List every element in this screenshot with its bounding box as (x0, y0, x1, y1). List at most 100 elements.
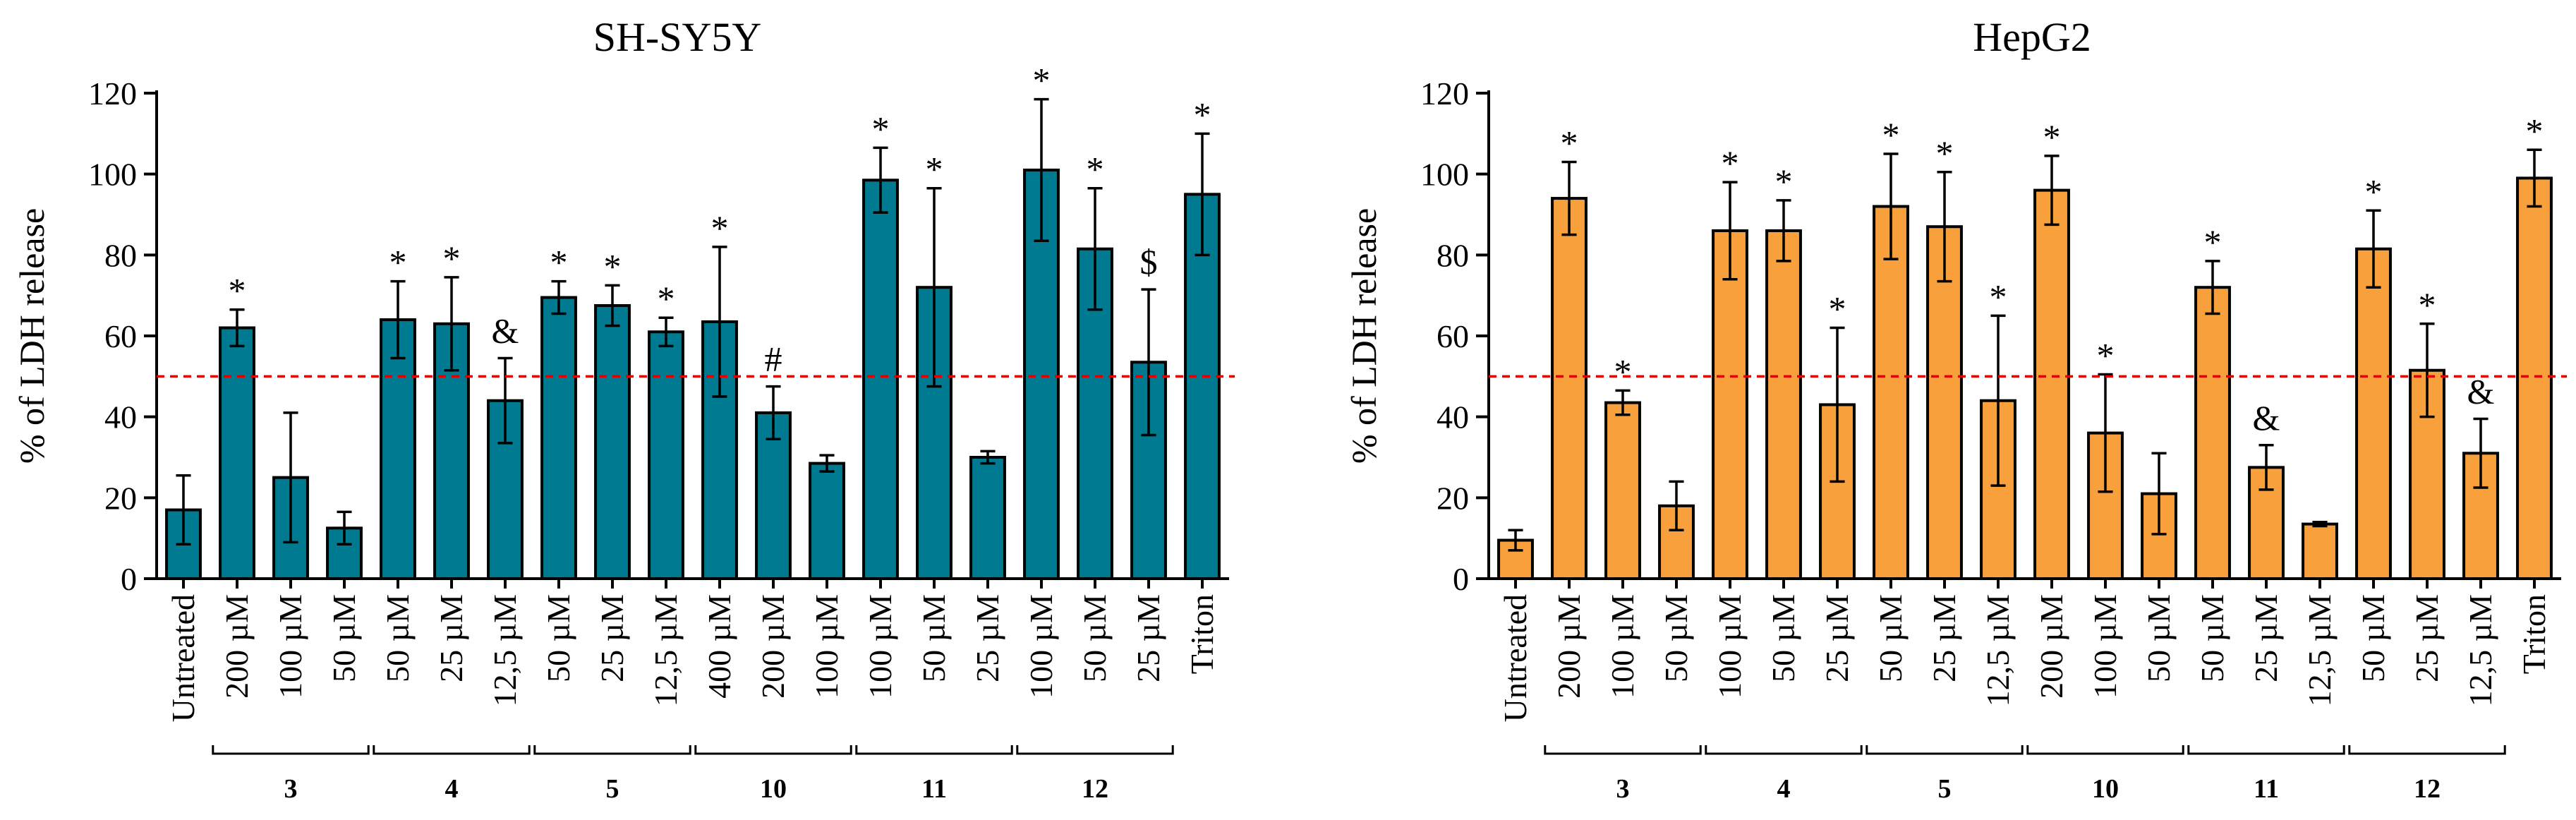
significance-marker: * (2204, 222, 2222, 262)
x-tick-label: 200 µM (2033, 594, 2069, 699)
x-tick-label: 50 µM (1658, 594, 1694, 682)
significance-marker: & (2467, 372, 2495, 411)
x-tick-label: Triton (2516, 594, 2552, 674)
group-label: 5 (606, 774, 619, 804)
bar (2355, 247, 2392, 580)
y-tick-label: 120 (88, 76, 137, 111)
group-bracket (1705, 745, 1863, 755)
group-label: 10 (2092, 774, 2119, 804)
group-label: 11 (921, 774, 947, 804)
bar (648, 330, 684, 580)
x-tick-label: 400 µM (701, 594, 737, 699)
significance-marker: * (1614, 351, 1632, 391)
group-label: 11 (2254, 774, 2279, 804)
group-bracket (2026, 745, 2184, 755)
group-label: 3 (284, 774, 298, 804)
x-tick-label: 12,5 µM (2462, 594, 2498, 706)
significance-marker: * (1087, 150, 1104, 189)
x-tick-label: 200 µM (755, 594, 791, 699)
bar (1604, 401, 1641, 580)
group-bracket (373, 745, 531, 755)
group-bracket (1544, 745, 1702, 755)
significance-marker: # (765, 339, 782, 379)
x-tick-label: 100 µM (809, 594, 845, 699)
y-axis-label: % of LDH release (1344, 208, 1384, 464)
group-bracket (694, 745, 852, 755)
significance-marker: * (1561, 123, 1578, 162)
bar (2194, 286, 2231, 580)
significance-marker: * (1194, 95, 1211, 134)
x-tick-label: 12,5 µM (487, 594, 523, 706)
group-label: 5 (1938, 774, 1952, 804)
y-tick-label: 60 (104, 318, 137, 354)
bar (1551, 197, 1588, 581)
y-tick-label: 100 (88, 157, 137, 193)
x-tick-label: 50 µM (1077, 594, 1113, 682)
bar (540, 296, 577, 580)
group-bracket (533, 745, 691, 755)
x-tick-label: Untreated (1497, 594, 1533, 722)
bar (2302, 522, 2338, 580)
significance-marker: * (443, 239, 461, 278)
y-tick-label: 60 (1437, 318, 1469, 354)
x-tick-label: 200 µM (1551, 594, 1587, 699)
x-tick-label: 50 µM (916, 594, 952, 682)
group-bracket (212, 745, 370, 755)
group-bracket (1866, 745, 2024, 755)
bar (219, 326, 255, 580)
y-tick-label: 80 (104, 237, 137, 273)
significance-marker: * (389, 243, 407, 282)
x-tick-label: 100 µM (272, 594, 308, 699)
bar (1712, 229, 1748, 580)
x-tick-label: 50 µM (2141, 594, 2177, 682)
x-tick-label: 25 µM (2248, 594, 2284, 682)
significance-marker: * (1722, 143, 1739, 183)
x-tick-label: 25 µM (1130, 594, 1166, 682)
significance-marker: & (492, 311, 519, 351)
x-tick-label: 12,5 µM (1980, 594, 2016, 706)
bar (969, 456, 1006, 580)
significance-marker: $ (1140, 242, 1158, 282)
bar (2516, 176, 2553, 580)
x-tick-label: 25 µM (969, 594, 1005, 682)
significance-marker: * (1936, 133, 1954, 173)
y-tick-label: 20 (1437, 480, 1469, 516)
significance-marker: & (2253, 398, 2280, 438)
significance-marker: * (2365, 171, 2383, 211)
x-tick-label: 100 µM (2087, 594, 2123, 699)
x-tick-label: 25 µM (2409, 594, 2445, 682)
x-tick-label: 100 µM (1712, 594, 1748, 699)
significance-marker: * (2526, 111, 2544, 150)
significance-marker: * (604, 246, 622, 286)
y-tick-label: 80 (1437, 237, 1469, 273)
chart-title: HepG2 (1973, 14, 2091, 60)
x-tick-label: 200 µM (219, 594, 255, 699)
x-tick-label: 100 µM (1023, 594, 1059, 699)
group-bracket (1016, 745, 1174, 755)
significance-marker: * (872, 109, 890, 148)
group-bracket (2348, 745, 2506, 755)
bar (809, 462, 845, 580)
x-tick-label: 25 µM (1926, 594, 1962, 682)
group-label: 3 (1616, 774, 1630, 804)
x-tick-label: 50 µM (1873, 594, 1909, 682)
group-label: 4 (1777, 774, 1791, 804)
group-bracket (855, 745, 1013, 755)
significance-marker: * (1775, 162, 1793, 201)
group-bracket (2187, 745, 2345, 755)
bar (1873, 205, 1909, 580)
y-tick-label: 0 (1453, 561, 1469, 597)
significance-marker: * (2043, 117, 2061, 157)
x-tick-label: 50 µM (380, 594, 416, 682)
group-label: 10 (760, 774, 787, 804)
bar (862, 179, 899, 580)
x-tick-label: Untreated (165, 594, 201, 722)
x-tick-label: 25 µM (1819, 594, 1855, 682)
y-axis-label: % of LDH release (12, 208, 52, 464)
y-tick-label: 100 (1420, 157, 1469, 193)
y-tick-label: 0 (121, 561, 137, 597)
y-tick-label: 20 (104, 480, 137, 516)
x-tick-label: 25 µM (594, 594, 630, 682)
